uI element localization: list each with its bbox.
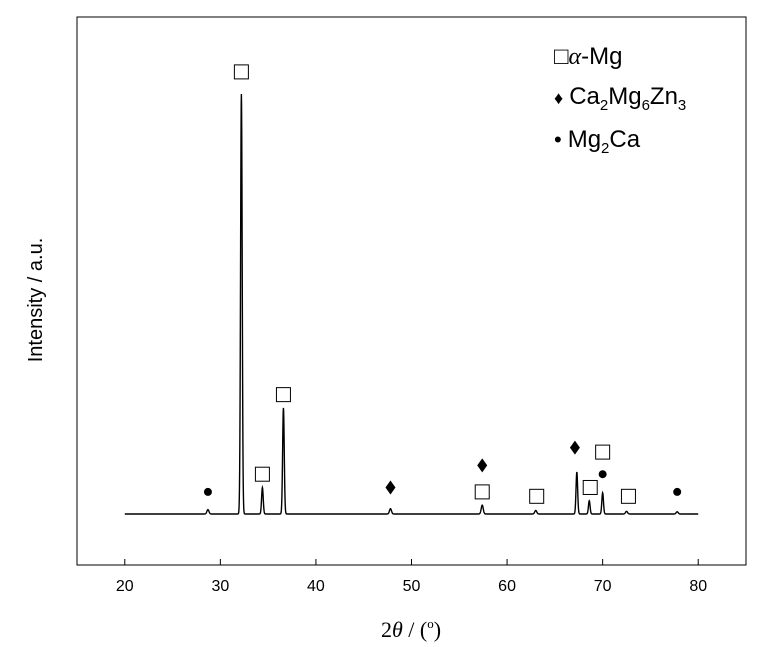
legend-alpha-glyph: □ bbox=[554, 43, 569, 70]
y-axis-label: Intensity / a.u. bbox=[25, 238, 47, 363]
x-tick-label-40: 40 bbox=[307, 578, 325, 595]
annotation-square-9 bbox=[582, 479, 598, 495]
x-axis-label-suffix: / ( bbox=[403, 617, 427, 642]
x-axis-label: 2θ / (o) bbox=[381, 616, 441, 642]
x-tick-label-20: 20 bbox=[116, 578, 134, 595]
annotation-square-6 bbox=[474, 484, 490, 500]
legend-diamond-glyph: ♦ bbox=[554, 88, 563, 108]
annotation-square-11 bbox=[595, 444, 611, 460]
legend-item-alpha-mg: □α-Mg bbox=[554, 43, 622, 70]
legend-item-ca2mg6zn3: ♦ Ca2Mg6Zn3 bbox=[554, 83, 686, 114]
annotation-circle-13 bbox=[673, 487, 682, 496]
x-tick-label-50: 50 bbox=[403, 578, 421, 595]
legend: □α-Mg ♦ Ca2Mg6Zn3 • Mg2Ca bbox=[554, 43, 686, 157]
legend-item-mg2ca: • Mg2Ca bbox=[554, 126, 641, 157]
series-line-0 bbox=[124, 93, 699, 515]
annotation-square-3 bbox=[275, 387, 291, 403]
x-axis-label-theta: θ bbox=[392, 617, 403, 642]
annotation-diamond-4 bbox=[385, 480, 396, 495]
annotation-circle-10 bbox=[598, 470, 607, 479]
x-axis-label-degree: o bbox=[427, 616, 434, 631]
legend-circle-glyph: • bbox=[554, 127, 562, 152]
annotation-square-1 bbox=[233, 64, 249, 80]
x-tick-label-70: 70 bbox=[594, 578, 612, 595]
series-group bbox=[124, 93, 699, 515]
x-tick-label-80: 80 bbox=[689, 578, 707, 595]
annotation-square-7 bbox=[529, 488, 545, 504]
x-axis-label-prefix: 2 bbox=[381, 617, 392, 642]
annotation-diamond-5 bbox=[477, 458, 488, 473]
x-axis-ticks: 20 30 40 50 60 70 80 bbox=[116, 559, 707, 595]
x-tick-label-60: 60 bbox=[498, 578, 516, 595]
annotation-square-2 bbox=[254, 466, 270, 482]
annotation-circle-0 bbox=[203, 487, 212, 496]
x-tick-label-30: 30 bbox=[211, 578, 229, 595]
annotation-diamond-8 bbox=[569, 440, 580, 455]
legend-alpha-prefix: α bbox=[569, 44, 582, 70]
x-axis-label-close: ) bbox=[434, 617, 441, 642]
legend-alpha-text: -Mg bbox=[581, 43, 622, 70]
peak-annotations bbox=[203, 64, 682, 504]
annotation-square-12 bbox=[620, 488, 636, 504]
